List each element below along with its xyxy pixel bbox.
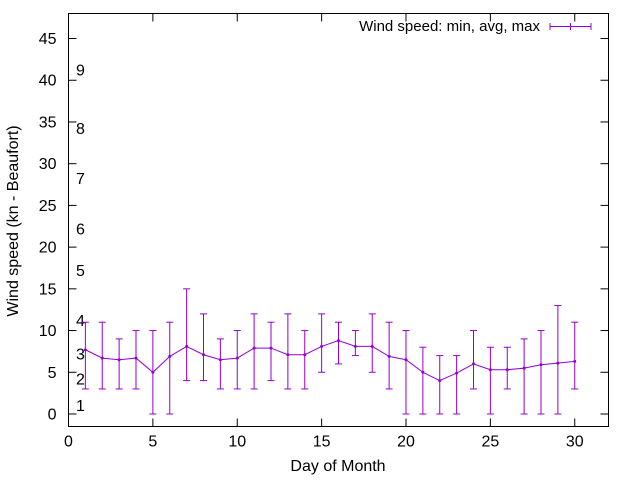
x-tick-label: 20	[397, 434, 415, 451]
avg-point	[100, 356, 104, 360]
avg-point	[320, 344, 324, 348]
avg-point	[556, 361, 560, 365]
x-tick-label: 30	[566, 434, 584, 451]
error-bar	[419, 346, 427, 415]
error-bar	[318, 313, 326, 373]
y-tick-labels: 0 5 10 15 20 25 30 35 40 45	[39, 31, 57, 423]
avg-point	[522, 366, 526, 370]
error-bar	[132, 330, 140, 390]
legend-label: Wind speed: min, avg, max	[359, 18, 540, 35]
beaufort-label: 4	[76, 313, 85, 330]
y-tick-label: 40	[39, 73, 57, 90]
avg-point	[404, 358, 408, 362]
error-bar	[233, 330, 241, 390]
avg-point	[455, 371, 459, 375]
error-bar	[115, 338, 123, 390]
error-bar	[503, 346, 511, 390]
error-bar	[284, 313, 292, 390]
avg-point	[252, 346, 256, 350]
x-axis-label: Day of Month	[290, 458, 385, 475]
avg-point	[303, 353, 307, 357]
error-bar	[183, 288, 191, 382]
error-bar	[216, 338, 224, 390]
error-bar	[537, 330, 545, 415]
avg-point	[438, 379, 442, 383]
y-tick-label: 5	[48, 365, 57, 382]
beaufort-label: 5	[76, 263, 85, 280]
avg-point	[370, 344, 374, 348]
y-tick-label: 15	[39, 281, 57, 298]
error-bar	[554, 305, 562, 415]
avg-point	[505, 368, 509, 372]
beaufort-label: 1	[76, 398, 85, 415]
x-tick-label: 5	[148, 434, 157, 451]
error-bar	[166, 321, 174, 415]
x-tick-label: 15	[313, 434, 331, 451]
avg-point	[573, 359, 577, 363]
error-bar	[368, 313, 376, 373]
avg-point	[488, 368, 492, 372]
x-tick-labels: 0 5 10 15 20 25 30	[64, 434, 584, 451]
avg-points	[83, 339, 577, 383]
error-bar	[301, 330, 309, 390]
y-tick-label: 0	[48, 406, 57, 423]
avg-point	[185, 344, 189, 348]
avg-point	[472, 362, 475, 366]
avg-point	[337, 339, 340, 343]
avg-point	[117, 358, 121, 362]
error-bar	[436, 355, 444, 415]
error-bar	[520, 338, 528, 415]
avg-point	[134, 356, 138, 360]
avg-point	[269, 346, 273, 350]
error-bar	[200, 313, 207, 382]
legend: Wind speed: min, avg, max	[359, 18, 592, 35]
beaufort-labels: 1 2 3 4 5 6 7 8 9	[76, 63, 85, 415]
error-bar	[335, 321, 342, 365]
error-bars	[81, 288, 579, 415]
avg-point	[151, 370, 155, 374]
error-bar	[351, 330, 359, 357]
x-tick-label: 0	[64, 434, 73, 451]
avg-point	[168, 354, 172, 358]
y-tick-label: 30	[39, 156, 57, 173]
avg-point	[539, 363, 543, 367]
error-bar	[98, 321, 106, 390]
y-tick-label: 35	[39, 114, 57, 131]
error-bar	[453, 355, 461, 415]
avg-point	[218, 358, 222, 362]
avg-point	[83, 348, 87, 352]
legend-sample	[549, 23, 592, 30]
avg-point	[286, 353, 290, 357]
y-tick-label: 20	[39, 240, 57, 257]
error-bar	[267, 321, 275, 382]
avg-point	[202, 353, 205, 357]
error-bar	[470, 330, 477, 390]
error-bar	[402, 330, 410, 415]
y-tick-label: 10	[39, 323, 57, 340]
error-bar	[486, 346, 494, 415]
avg-point	[421, 370, 425, 374]
avg-point	[387, 354, 391, 358]
beaufort-label: 3	[76, 346, 85, 363]
error-bar	[571, 321, 579, 390]
beaufort-label: 6	[76, 221, 85, 238]
avg-point	[235, 356, 239, 360]
error-bar	[250, 313, 258, 390]
y-tick-label: 45	[39, 31, 57, 48]
x-tick-label: 10	[228, 434, 246, 451]
beaufort-label: 9	[76, 63, 85, 80]
beaufort-label: 8	[76, 121, 85, 138]
beaufort-label: 2	[76, 371, 85, 388]
avg-point	[353, 344, 357, 348]
y-axis-label: Wind speed (kn - Beaufort)	[5, 125, 22, 316]
plot-frame	[68, 13, 609, 427]
y-tick-label: 25	[39, 198, 57, 215]
axis-ticks	[68, 13, 609, 427]
x-tick-label: 25	[481, 434, 499, 451]
series-line-avg	[85, 340, 575, 382]
beaufort-label: 7	[76, 171, 85, 188]
error-bar	[81, 321, 89, 390]
